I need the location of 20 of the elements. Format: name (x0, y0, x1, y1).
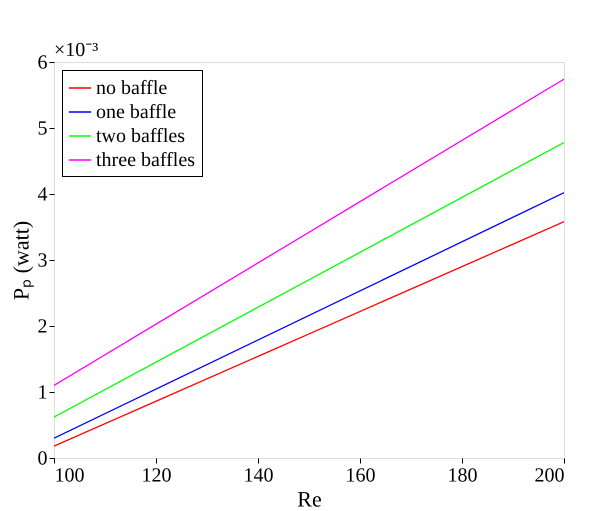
y-tick-label: 6 (38, 52, 48, 74)
legend-label: three baffles (96, 149, 196, 171)
y-tick-label: 4 (38, 184, 48, 206)
x-tick-label: 200 (534, 464, 564, 486)
x-tick-label: 140 (244, 464, 274, 486)
x-axis-title: Re (297, 486, 322, 511)
x-tick-label: 160 (346, 464, 376, 486)
y-tick-label: 2 (38, 316, 48, 338)
y-axis-title: Pₚ (watt) (8, 220, 34, 300)
y-tick-label: 5 (38, 118, 48, 140)
x-tick-label: 180 (448, 464, 478, 486)
x-tick-label: 100 (54, 464, 84, 486)
legend-label: one baffle (96, 101, 176, 123)
x-tick-label: 120 (142, 464, 172, 486)
legend-label: no baffle (96, 77, 168, 99)
legend-label: two baffles (96, 125, 186, 147)
y-tick-label: 0 (38, 448, 48, 470)
text: ×10⁻³ (54, 39, 98, 61)
y-tick-label: 1 (38, 382, 48, 404)
y-tick-label: 3 (38, 250, 48, 272)
